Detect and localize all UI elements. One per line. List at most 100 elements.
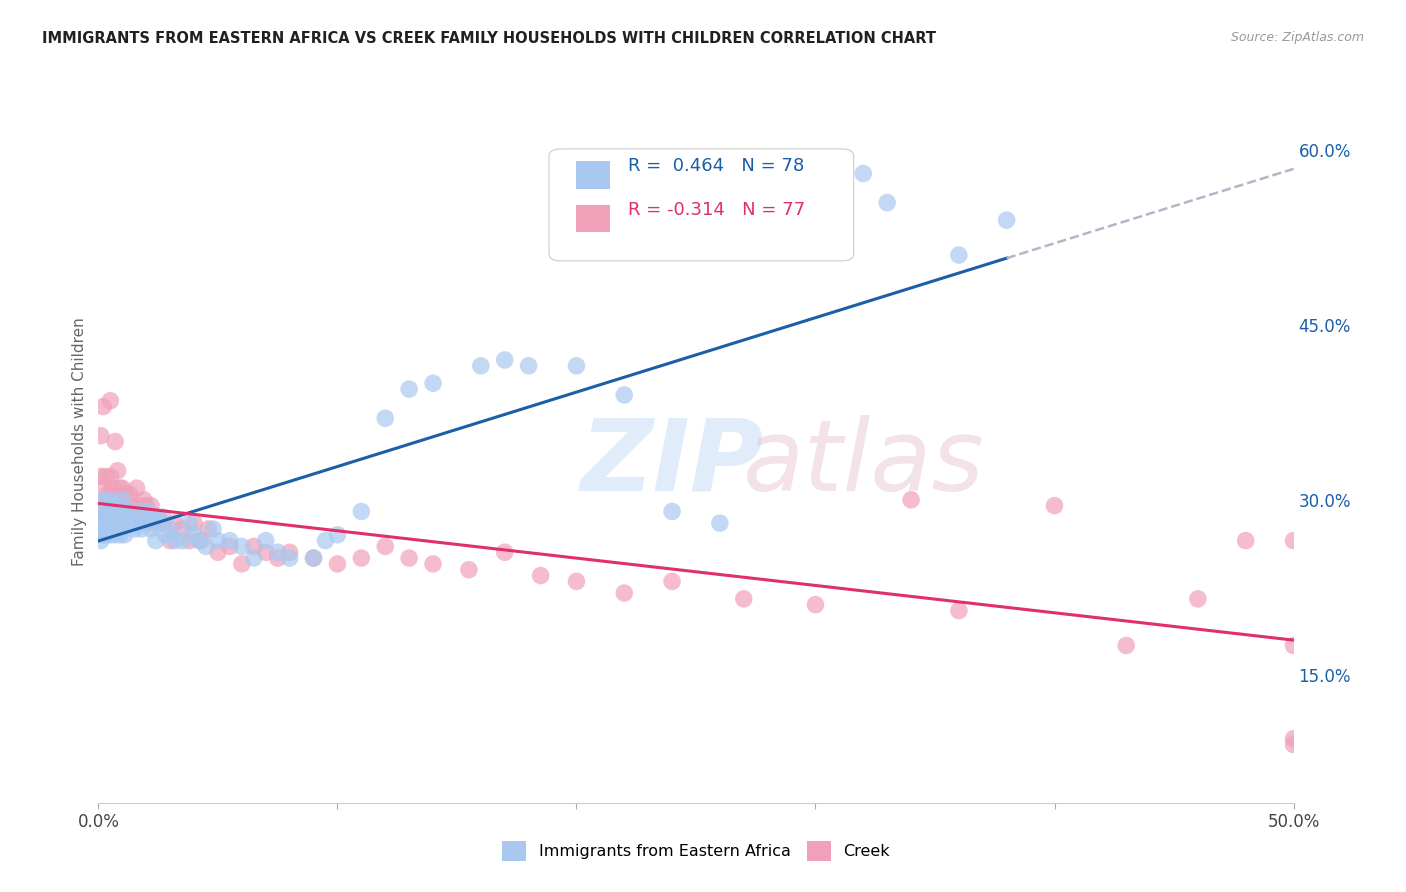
Point xyxy=(374,540,396,554)
Point xyxy=(1234,533,1257,548)
Point xyxy=(108,510,131,524)
Point xyxy=(422,557,444,571)
Point xyxy=(104,504,127,518)
Point xyxy=(118,487,141,501)
Point xyxy=(114,504,136,518)
Point xyxy=(148,516,170,530)
Point xyxy=(1115,639,1137,653)
Point xyxy=(114,487,136,501)
Point xyxy=(107,464,129,478)
Point xyxy=(91,481,114,495)
Bar xyxy=(576,161,610,189)
Point xyxy=(90,510,112,524)
Point xyxy=(139,499,162,513)
Point xyxy=(98,492,122,507)
Point xyxy=(104,492,127,507)
Point xyxy=(326,557,349,571)
Point xyxy=(197,522,219,536)
Point xyxy=(97,487,120,501)
Point xyxy=(195,540,218,554)
Point xyxy=(1043,499,1066,513)
Point xyxy=(852,167,875,181)
Point xyxy=(111,481,134,495)
Point xyxy=(101,481,124,495)
Point xyxy=(115,504,138,518)
Point xyxy=(124,522,146,536)
Point xyxy=(98,510,122,524)
Point xyxy=(172,522,194,536)
Point xyxy=(94,522,117,536)
Point xyxy=(159,533,181,548)
Point xyxy=(219,540,242,554)
Point xyxy=(565,574,588,589)
FancyBboxPatch shape xyxy=(548,149,853,260)
Text: IMMIGRANTS FROM EASTERN AFRICA VS CREEK FAMILY HOUSEHOLDS WITH CHILDREN CORRELAT: IMMIGRANTS FROM EASTERN AFRICA VS CREEK … xyxy=(42,31,936,46)
Point xyxy=(254,533,277,548)
Point xyxy=(733,591,755,606)
Point xyxy=(132,492,155,507)
Point xyxy=(90,428,112,442)
Point xyxy=(108,481,131,495)
Point xyxy=(661,504,683,518)
Point xyxy=(108,528,131,542)
Point xyxy=(90,533,112,548)
Point xyxy=(142,516,165,530)
Point xyxy=(254,545,277,559)
Text: R = -0.314   N = 77: R = -0.314 N = 77 xyxy=(628,202,806,219)
Point xyxy=(152,510,174,524)
Point xyxy=(470,359,492,373)
Point xyxy=(190,533,212,548)
Point xyxy=(94,469,117,483)
Point xyxy=(172,533,194,548)
Point xyxy=(202,522,225,536)
Point xyxy=(107,516,129,530)
Point xyxy=(326,528,349,542)
Point xyxy=(187,533,209,548)
Point xyxy=(101,499,124,513)
Point xyxy=(302,551,325,566)
Point xyxy=(267,551,290,566)
Point xyxy=(91,516,114,530)
Point xyxy=(183,528,205,542)
Point xyxy=(1282,738,1305,752)
Point xyxy=(97,504,120,518)
Point xyxy=(91,510,114,524)
Point xyxy=(94,528,117,542)
Point xyxy=(104,434,127,449)
Point xyxy=(131,522,153,536)
Point xyxy=(91,400,114,414)
Point xyxy=(125,516,148,530)
Point xyxy=(101,499,124,513)
Point xyxy=(302,551,325,566)
Point xyxy=(128,504,150,518)
Point xyxy=(91,528,114,542)
Text: R =  0.464   N = 78: R = 0.464 N = 78 xyxy=(628,157,804,175)
Point xyxy=(398,382,420,396)
Point xyxy=(98,469,122,483)
Point xyxy=(207,533,229,548)
Point xyxy=(135,516,157,530)
Point xyxy=(97,516,120,530)
Point xyxy=(517,359,540,373)
Point xyxy=(661,574,683,589)
Point xyxy=(128,499,150,513)
Point xyxy=(900,492,922,507)
Point xyxy=(91,504,114,518)
Point xyxy=(104,528,127,542)
Point xyxy=(159,522,181,536)
Point xyxy=(458,563,481,577)
Point xyxy=(90,469,112,483)
Point xyxy=(494,353,516,368)
Legend: Immigrants from Eastern Africa, Creek: Immigrants from Eastern Africa, Creek xyxy=(495,835,897,867)
Point xyxy=(948,248,970,262)
Bar xyxy=(576,204,610,232)
Point xyxy=(350,551,373,566)
Point xyxy=(1282,533,1305,548)
Point xyxy=(613,388,636,402)
Point xyxy=(152,516,174,530)
Point xyxy=(530,568,553,582)
Point xyxy=(90,499,112,513)
Point xyxy=(142,510,165,524)
Point xyxy=(124,504,146,518)
Point xyxy=(107,499,129,513)
